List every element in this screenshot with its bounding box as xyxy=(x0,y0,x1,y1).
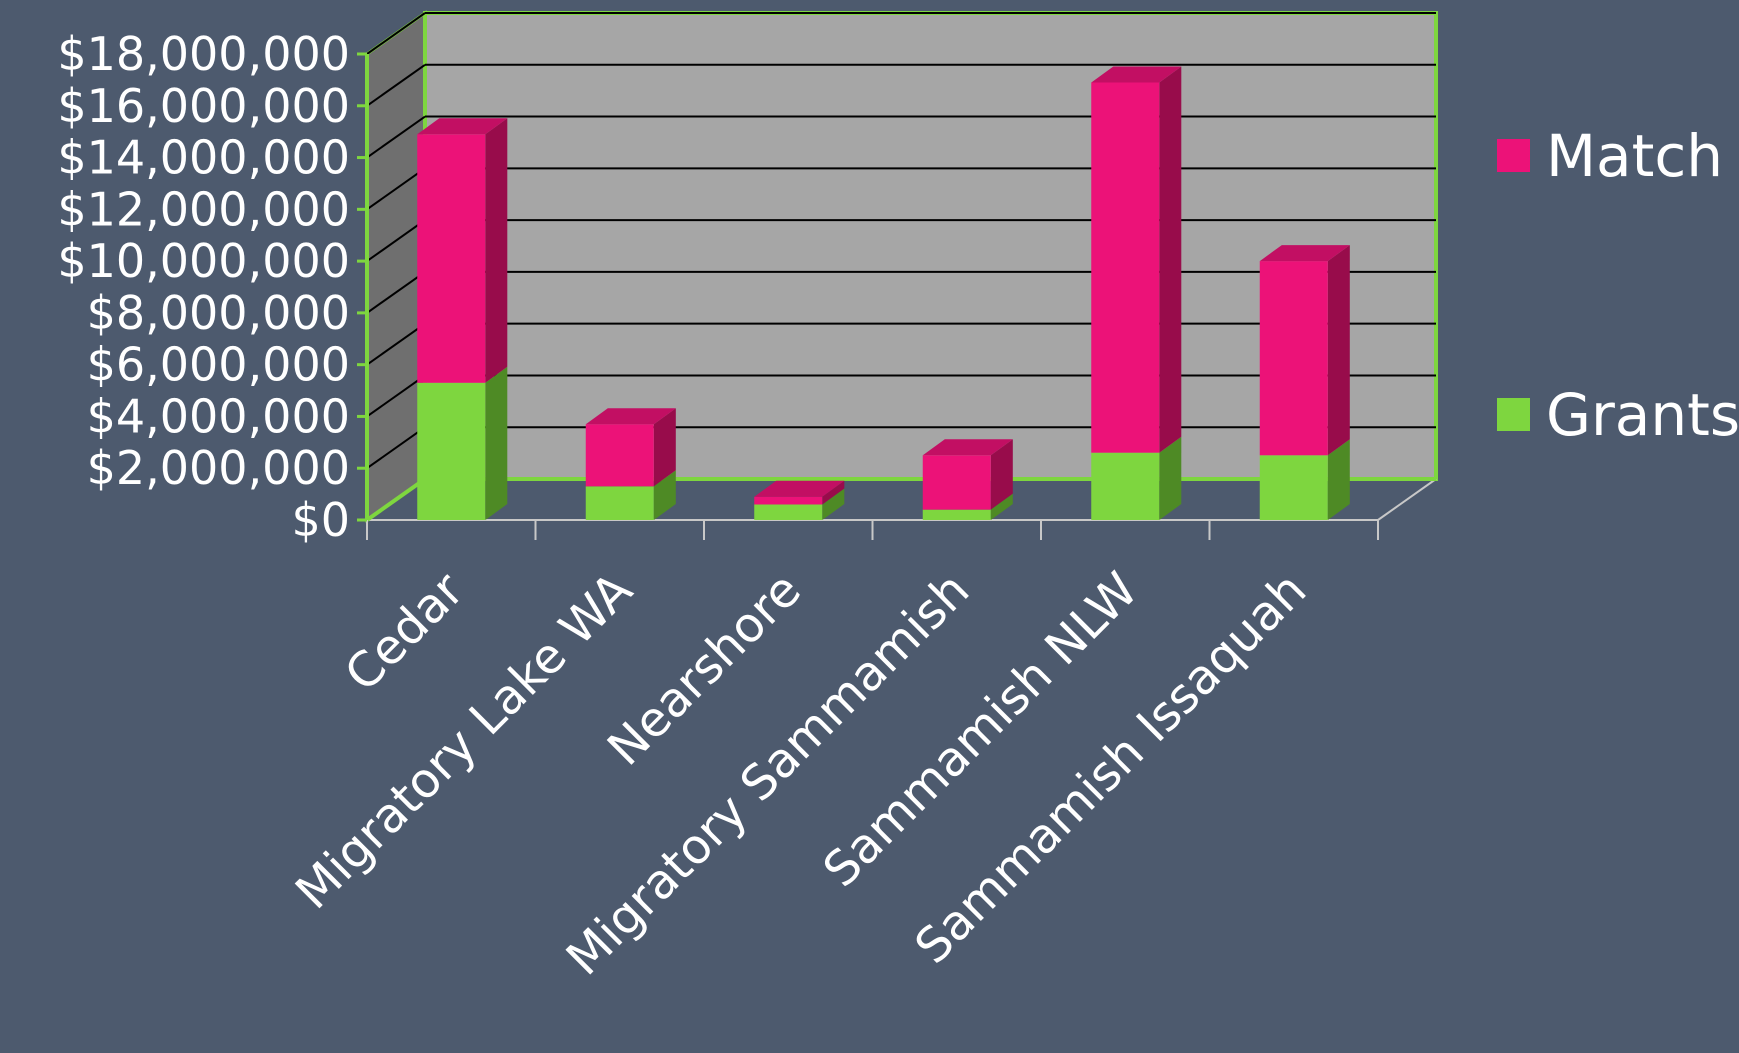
y-tick-label: $4,000,000 xyxy=(87,389,350,443)
legend-label-grants: Grants xyxy=(1546,381,1739,449)
bar-match-migratory-lake-wa-top xyxy=(585,408,676,425)
bar-group-migratory-sammamish xyxy=(922,439,1013,520)
bar-group-migratory-lake-wa xyxy=(585,408,676,520)
y-tick-label: $8,000,000 xyxy=(87,286,350,340)
bar-grants-sammamish-issaquah xyxy=(1259,455,1328,520)
bar-grants-nearshore xyxy=(754,504,823,520)
bar-grants-sammamish-issaquah-side xyxy=(1327,439,1350,520)
x-tick-label: Sammamish NLW xyxy=(813,562,1149,898)
bar-group-cedar xyxy=(417,118,508,520)
bar-grants-nearshore-side xyxy=(822,488,845,520)
gridline-side xyxy=(366,374,426,418)
floor-left-edge xyxy=(365,477,427,522)
bar-match-cedar-top xyxy=(417,118,508,135)
y-tick-label: $10,000,000 xyxy=(57,234,350,288)
bar-match-migratory-lake-wa xyxy=(585,424,654,487)
bar-grants-sammamish-nlw-side xyxy=(1159,436,1182,520)
y-tick-label: $0 xyxy=(291,493,350,547)
bar-grants-migratory-lake-wa-side xyxy=(653,470,676,520)
bar-grants-sammamish-nlw xyxy=(1091,452,1160,520)
gridline-side xyxy=(366,271,426,314)
bar-match-sammamish-issaquah-side xyxy=(1327,245,1350,456)
gridline-side xyxy=(366,115,426,159)
y-tick-label: $16,000,000 xyxy=(57,79,350,133)
bar-match-nearshore-top xyxy=(754,480,845,497)
gridline-side xyxy=(366,63,426,107)
y-tick-label: $12,000,000 xyxy=(57,182,350,236)
bar-grants-cedar xyxy=(417,382,486,520)
bar-group-nearshore xyxy=(754,480,845,520)
legend-swatch-match xyxy=(1497,139,1530,172)
y-tick-label: $18,000,000 xyxy=(57,27,350,81)
bar-grants-cedar-side xyxy=(485,366,508,520)
bar-match-nearshore-side xyxy=(822,480,845,505)
bar-grants-migratory-sammamish-side xyxy=(990,493,1013,520)
bar-match-migratory-sammamish xyxy=(922,455,991,510)
y-tick-label: $2,000,000 xyxy=(87,441,350,495)
y-tick-label: $14,000,000 xyxy=(57,131,350,185)
bar-match-migratory-sammamish-top xyxy=(922,439,1013,456)
gridline-side xyxy=(366,12,426,55)
bar-grants-migratory-lake-wa xyxy=(585,486,654,520)
bar-match-nearshore xyxy=(754,496,823,505)
legend-label-match: Match xyxy=(1546,122,1723,190)
bar-match-migratory-sammamish-side xyxy=(990,439,1013,510)
gridline-side xyxy=(366,167,426,211)
x-tick-label: Cedar xyxy=(334,562,475,703)
y-axis-tick-labels: $0$2,000,000$4,000,000$6,000,000$8,000,0… xyxy=(57,27,350,547)
x-tick-label: Migratory Lake WA xyxy=(285,562,643,920)
y-tick-label: $6,000,000 xyxy=(87,338,350,392)
bar-match-sammamish-issaquah-top xyxy=(1259,245,1350,262)
gridline-side xyxy=(366,426,426,470)
bar-group-sammamish-nlw xyxy=(1091,66,1182,520)
legend: Match Grants xyxy=(1497,122,1739,449)
bar-grants-migratory-sammamish xyxy=(922,509,991,520)
gridline-side xyxy=(366,322,426,366)
gridline-side xyxy=(366,219,426,262)
bar-match-sammamish-nlw-top xyxy=(1091,66,1182,83)
bar-match-cedar xyxy=(417,134,486,383)
floor-right-edge xyxy=(1377,478,1437,521)
bar-match-cedar-side xyxy=(485,118,508,383)
bar-match-sammamish-issaquah xyxy=(1259,261,1328,456)
bars xyxy=(417,66,1350,520)
bar-match-sammamish-nlw-side xyxy=(1159,66,1182,453)
bar-match-migratory-lake-wa-side xyxy=(653,408,676,487)
plot-side-wall xyxy=(365,10,427,523)
bar-match-sammamish-nlw xyxy=(1091,82,1160,453)
legend-swatch-grants xyxy=(1497,398,1530,431)
bar-group-sammamish-issaquah xyxy=(1259,245,1350,520)
